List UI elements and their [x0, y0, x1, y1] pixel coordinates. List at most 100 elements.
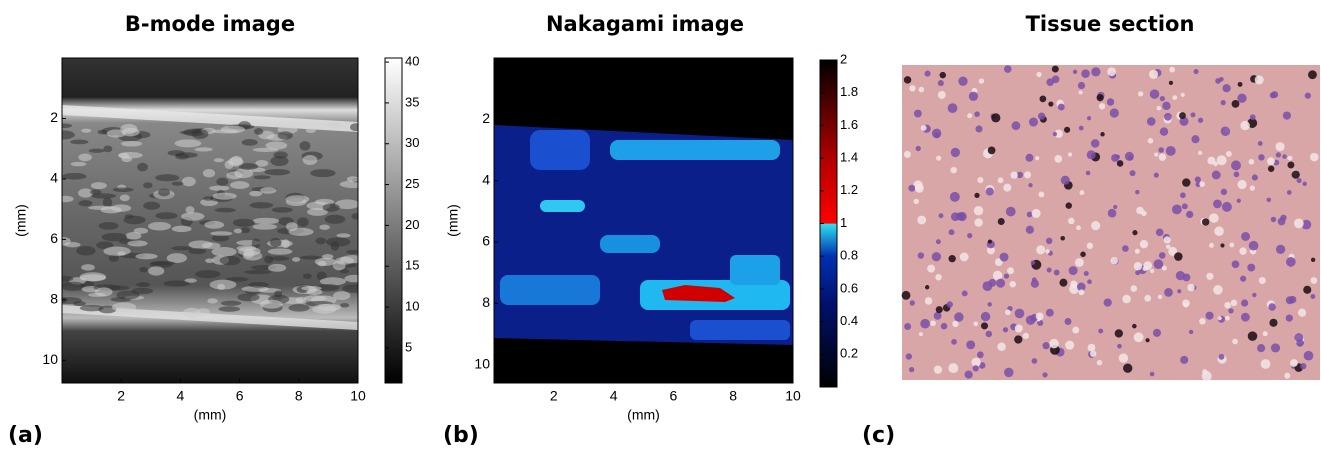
- cell: [968, 91, 979, 101]
- cell: [1091, 221, 1101, 231]
- speckle: [98, 221, 119, 230]
- colorbar-tick-label: 0.4: [840, 313, 858, 328]
- axes-frame: [61, 57, 359, 384]
- cell: [1247, 118, 1258, 128]
- cell: [976, 351, 984, 359]
- cell: [1258, 154, 1265, 161]
- cell: [1116, 160, 1124, 167]
- speckle: [310, 169, 336, 178]
- y-tick-label: 10: [474, 355, 490, 371]
- cell: [917, 215, 927, 225]
- cell: [1031, 277, 1037, 283]
- cell: [1288, 295, 1297, 304]
- speckle: [121, 127, 140, 137]
- colorbar-tick-label: 0.2: [840, 346, 858, 361]
- cell: [924, 297, 933, 305]
- cell: [1065, 340, 1075, 350]
- cell: [1053, 269, 1060, 276]
- speckle: [226, 171, 243, 180]
- cell: [1224, 301, 1232, 309]
- cell: [909, 85, 916, 92]
- speckle: [179, 130, 200, 135]
- cell: [1237, 93, 1247, 103]
- cell: [1240, 312, 1250, 322]
- cell: [1157, 294, 1163, 300]
- cell: [1057, 103, 1065, 111]
- cell: [1248, 158, 1255, 165]
- panel-label: (a): [8, 423, 43, 448]
- cell: [994, 258, 1003, 267]
- cell: [1059, 278, 1068, 287]
- speckle: [123, 215, 146, 225]
- cell: [997, 218, 1005, 225]
- colorbar-tick-label: 10: [405, 298, 419, 313]
- cell: [1152, 328, 1161, 337]
- cell: [1197, 150, 1203, 155]
- cell: [1068, 217, 1075, 225]
- cell: [1273, 159, 1280, 166]
- speckle: [325, 237, 351, 247]
- cell: [1078, 90, 1083, 95]
- cell: [1028, 117, 1039, 127]
- speckle: [108, 254, 120, 262]
- cell: [1233, 171, 1240, 178]
- cell: [950, 166, 957, 174]
- cell: [959, 252, 969, 262]
- cell: [940, 322, 948, 330]
- speckle: [158, 188, 171, 197]
- speckle: [346, 176, 358, 182]
- cell: [999, 252, 1009, 262]
- speckle: [171, 225, 192, 233]
- cell: [1310, 277, 1318, 284]
- cell: [1010, 171, 1018, 179]
- cell: [964, 370, 973, 379]
- cell: [918, 332, 923, 337]
- cell: [948, 363, 959, 374]
- cell: [920, 125, 927, 131]
- speckle: [137, 162, 148, 172]
- speckle: [167, 150, 185, 156]
- cell: [1137, 91, 1144, 97]
- speckle: [322, 203, 340, 212]
- cell: [1052, 132, 1057, 137]
- panel-label: (c): [862, 423, 895, 448]
- cell: [1215, 78, 1221, 84]
- colorbar-tick-label: 0.6: [840, 280, 858, 295]
- cell: [1182, 299, 1190, 308]
- cell: [1213, 199, 1222, 209]
- cell: [958, 213, 966, 220]
- cell: [1169, 66, 1176, 73]
- cell: [988, 278, 997, 287]
- panel-title: Tissue section: [1026, 12, 1195, 36]
- y-tick-label: 8: [50, 291, 58, 307]
- cell: [1064, 318, 1072, 325]
- cell: [1130, 285, 1138, 292]
- cell: [948, 254, 956, 263]
- cell: [1158, 147, 1164, 153]
- cell: [1072, 326, 1080, 334]
- cell: [1090, 350, 1097, 357]
- speckle: [324, 214, 346, 224]
- cell: [1153, 259, 1164, 270]
- cell: [1081, 69, 1090, 78]
- speckle: [301, 285, 322, 291]
- cell: [1270, 216, 1277, 223]
- speckle: [205, 258, 214, 264]
- cell: [1225, 151, 1232, 157]
- speckle: [302, 273, 312, 279]
- speckle: [244, 269, 272, 275]
- cell: [1109, 108, 1119, 118]
- cell: [903, 150, 911, 158]
- cell: [915, 145, 921, 152]
- speckle: [185, 206, 195, 214]
- colorbar-tick-label: 30: [405, 135, 419, 150]
- cell: [1164, 112, 1172, 121]
- speckle: [339, 180, 358, 189]
- speckle: [207, 298, 218, 304]
- speckle: [314, 257, 337, 266]
- speckle: [267, 248, 293, 255]
- cell: [1285, 314, 1293, 322]
- cell: [1110, 256, 1118, 265]
- cell: [1310, 294, 1316, 299]
- speckle: [166, 253, 187, 263]
